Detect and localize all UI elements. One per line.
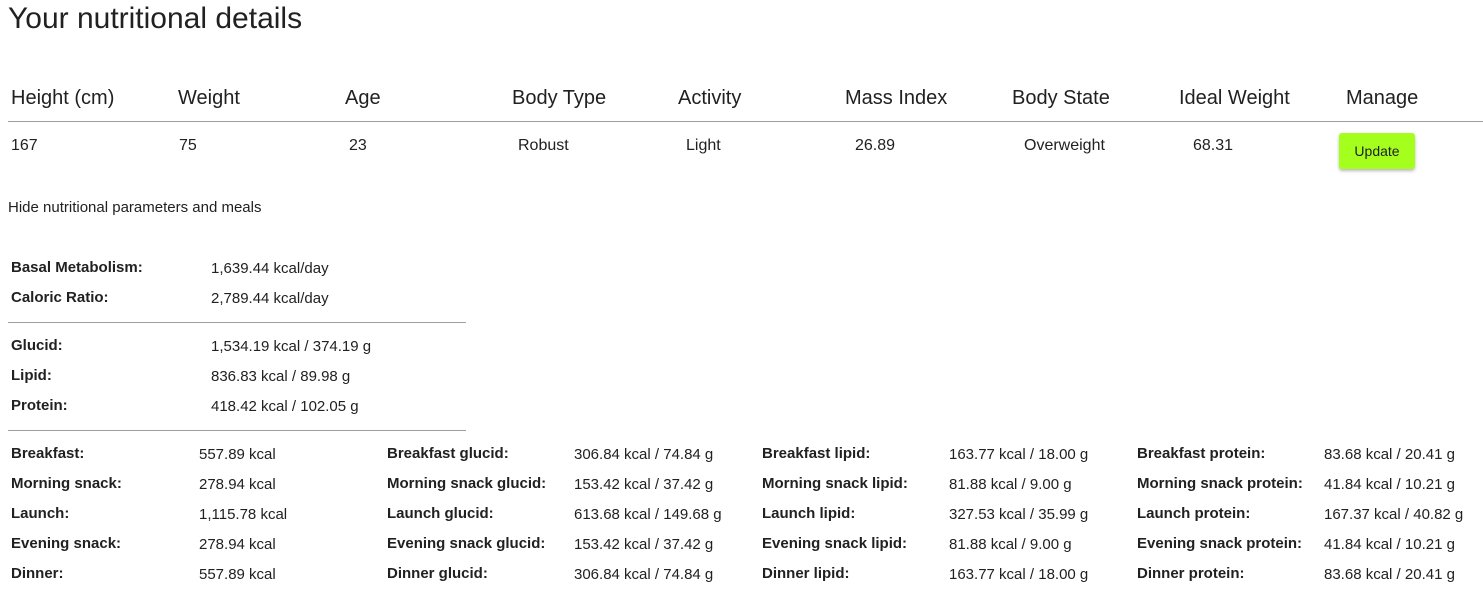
meal-protein-value: 83.68 kcal / 20.41 g	[1324, 566, 1455, 583]
meal-glucid-label: Launch glucid:	[387, 505, 494, 522]
meal-glucid-value: 306.84 kcal / 74.84 g	[574, 566, 714, 583]
meal-protein-label: Breakfast protein:	[1137, 445, 1266, 462]
glucid-value: 1,534.19 kcal / 374.19 g	[211, 338, 372, 355]
hide-parameters-toggle[interactable]: Hide nutritional parameters and meals	[8, 199, 262, 216]
meal-value: 557.89 kcal	[199, 566, 276, 583]
meal-glucid-value: 306.84 kcal / 74.84 g	[574, 446, 714, 463]
meal-value: 1,115.78 kcal	[199, 506, 288, 523]
meal-lipid-label: Morning snack lipid:	[762, 475, 908, 492]
cell-mass-index: 26.89	[855, 137, 896, 154]
header-manage: Manage	[1346, 87, 1419, 109]
lipid-value: 836.83 kcal / 89.98 g	[211, 368, 351, 385]
macros-divider	[8, 430, 466, 431]
meal-protein-value: 41.84 kcal / 10.21 g	[1324, 536, 1455, 553]
header-body-state: Body State	[1012, 87, 1110, 109]
caloric-ratio-label: Caloric Ratio:	[11, 289, 109, 306]
cell-body-type: Robust	[518, 137, 569, 154]
meal-glucid-label: Evening snack glucid:	[387, 535, 546, 552]
meal-lipid-label: Evening snack lipid:	[762, 535, 908, 552]
meal-glucid-value: 153.42 kcal / 37.42 g	[574, 536, 714, 553]
update-button[interactable]: Update	[1339, 133, 1415, 169]
meal-lipid-label: Launch lipid:	[762, 505, 856, 522]
glucid-label: Glucid:	[11, 337, 63, 354]
caloric-ratio-value: 2,789.44 kcal/day	[211, 290, 329, 307]
meal-glucid-label: Dinner glucid:	[387, 565, 488, 582]
meal-label: Morning snack:	[11, 475, 122, 492]
meal-glucid-value: 153.42 kcal / 37.42 g	[574, 476, 714, 493]
header-body-type: Body Type	[512, 87, 607, 109]
header-ideal-weight: Ideal Weight	[1179, 87, 1290, 109]
meal-label: Dinner:	[11, 565, 64, 582]
meal-value: 557.89 kcal	[199, 446, 276, 463]
meal-lipid-value: 163.77 kcal / 18.00 g	[949, 446, 1089, 463]
meal-glucid-value: 613.68 kcal / 149.68 g	[574, 506, 722, 523]
header-activity: Activity	[678, 87, 742, 109]
meal-lipid-value: 163.77 kcal / 18.00 g	[949, 566, 1089, 583]
header-weight: Weight	[178, 87, 240, 109]
meal-lipid-label: Breakfast lipid:	[762, 445, 871, 462]
cell-body-state: Overweight	[1024, 137, 1105, 154]
meal-protein-value: 41.84 kcal / 10.21 g	[1324, 476, 1455, 493]
meal-label: Launch:	[11, 505, 70, 522]
meal-protein-label: Morning snack protein:	[1137, 475, 1303, 492]
header-mass-index: Mass Index	[845, 87, 948, 109]
meal-value: 278.94 kcal	[199, 536, 276, 553]
meal-lipid-value: 327.53 kcal / 35.99 g	[949, 506, 1089, 523]
cell-age: 23	[349, 137, 367, 154]
meal-lipid-value: 81.88 kcal / 9.00 g	[949, 536, 1072, 553]
cell-ideal-weight: 68.31	[1193, 137, 1234, 154]
parameters-divider	[8, 322, 466, 323]
header-age: Age	[345, 87, 381, 109]
meal-label: Evening snack:	[11, 535, 122, 552]
protein-label: Protein:	[11, 397, 68, 414]
basal-metabolism-label: Basal Metabolism:	[11, 259, 143, 276]
header-height: Height (cm)	[11, 87, 115, 109]
protein-value: 418.42 kcal / 102.05 g	[211, 398, 359, 415]
meal-protein-label: Launch protein:	[1137, 505, 1251, 522]
meal-protein-value: 167.37 kcal / 40.82 g	[1324, 506, 1464, 523]
meal-protein-label: Evening snack protein:	[1137, 535, 1303, 552]
meal-glucid-label: Breakfast glucid:	[387, 445, 509, 462]
lipid-label: Lipid:	[11, 367, 52, 384]
table-header-divider	[8, 121, 1483, 122]
meal-glucid-label: Morning snack glucid:	[387, 475, 547, 492]
meal-protein-label: Dinner protein:	[1137, 565, 1245, 582]
basal-metabolism-value: 1,639.44 kcal/day	[211, 260, 329, 277]
meal-value: 278.94 kcal	[199, 476, 276, 493]
meal-lipid-label: Dinner lipid:	[762, 565, 850, 582]
meal-lipid-value: 81.88 kcal / 9.00 g	[949, 476, 1072, 493]
cell-height: 167	[11, 137, 38, 154]
cell-activity: Light	[686, 137, 721, 154]
page-title: Your nutritional details	[8, 2, 303, 35]
meal-label: Breakfast:	[11, 445, 85, 462]
meal-protein-value: 83.68 kcal / 20.41 g	[1324, 446, 1455, 463]
cell-weight: 75	[179, 137, 197, 154]
